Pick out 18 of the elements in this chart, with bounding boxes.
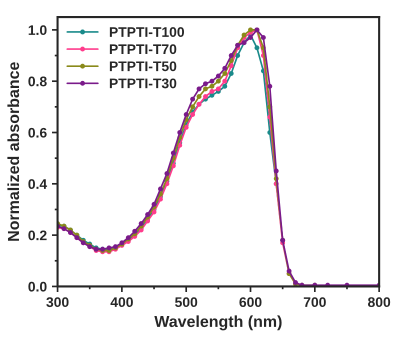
x-tick-label: 700 xyxy=(304,297,326,308)
x-axis-title: Wavelength (nm) xyxy=(154,315,282,330)
y-tick-label: 0.6 xyxy=(28,128,47,138)
y-tick-label: 0.8 xyxy=(28,76,47,86)
y-tick-label: 1.0 xyxy=(28,25,47,36)
x-tick-label: 500 xyxy=(175,297,198,308)
y-tick-label: 0.0 xyxy=(28,282,47,292)
x-tick-label: 300 xyxy=(46,297,69,308)
y-axis-title: Normalized absorbance xyxy=(7,62,20,241)
y-tick-label: 0.2 xyxy=(28,230,47,240)
legend-label: PTPTI-T70 xyxy=(110,44,176,54)
y-tick-label: 0.4 xyxy=(28,179,48,189)
legend-label: PTPTI-T30 xyxy=(110,78,176,88)
legend-label: PTPTI-T50 xyxy=(110,61,176,72)
legend-label: PTPTI-T100 xyxy=(110,27,184,37)
x-tick-label: 400 xyxy=(110,297,133,308)
x-tick-label: 600 xyxy=(239,297,262,308)
x-tick-label: 800 xyxy=(368,297,390,308)
